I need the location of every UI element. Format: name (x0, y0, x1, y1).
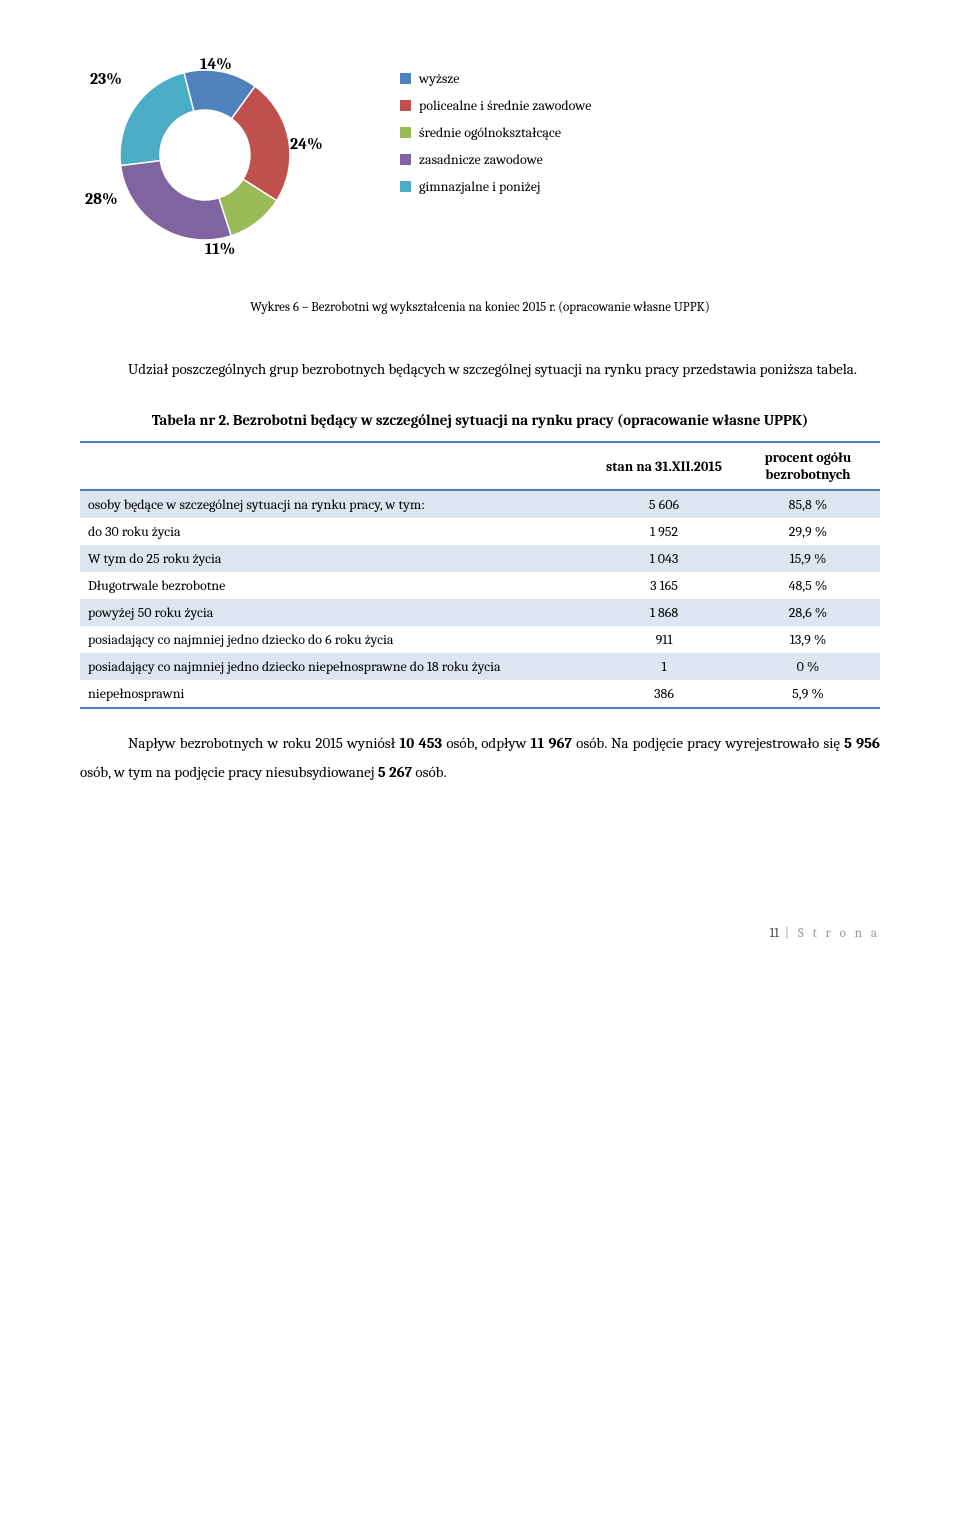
table-cell: 5,9 % (736, 680, 880, 708)
table-row: posiadający co najmniej jedno dziecko ni… (80, 653, 880, 680)
table-row: posiadający co najmniej jedno dziecko do… (80, 626, 880, 653)
legend-label: policealne i średnie zawodowe (419, 97, 591, 114)
table-cell: Długotrwale bezrobotne (80, 572, 592, 599)
table-cell: do 30 roku życia (80, 518, 592, 545)
donut-slice-label: 24% (290, 135, 323, 153)
chart-caption: Wykres 6 – Bezrobotni wg wykształcenia n… (80, 300, 880, 315)
donut-slice (121, 161, 232, 240)
table-cell: 911 (592, 626, 736, 653)
table-cell: 85,8 % (736, 490, 880, 518)
table-cell: W tym do 25 roku życia (80, 545, 592, 572)
table-row: powyżej 50 roku życia1 86828,6 % (80, 599, 880, 626)
data-table: stan na 31.XII.2015procent ogółu bezrobo… (80, 441, 880, 709)
donut-slice (120, 73, 194, 166)
summary-paragraph: Napływ bezrobotnych w roku 2015 wyniósł … (80, 729, 880, 786)
table-header-cell (80, 442, 592, 490)
donut-chart: 14%24%11%28%23% (80, 60, 340, 270)
table-row: W tym do 25 roku życia1 04315,9 % (80, 545, 880, 572)
legend-label: gimnazjalne i poniżej (419, 178, 540, 195)
table-cell: niepełnosprawni (80, 680, 592, 708)
table-row: do 30 roku życia1 95229,9 % (80, 518, 880, 545)
legend-swatch (400, 154, 411, 165)
bold-number: 5 956 (844, 734, 880, 752)
table-cell: 386 (592, 680, 736, 708)
legend-swatch (400, 181, 411, 192)
page-footer: 11 | S t r o n a (80, 926, 880, 941)
chart-area: 14%24%11%28%23% wyższepolicealne i średn… (80, 60, 880, 270)
donut-slice-label: 11% (205, 240, 235, 258)
intro-paragraph: Udział poszczególnych grup bezrobotnych … (80, 355, 880, 384)
legend-item: wyższe (400, 70, 591, 87)
page-number: 11 (770, 926, 779, 941)
table-cell: posiadający co najmniej jedno dziecko do… (80, 626, 592, 653)
legend-item: zasadnicze zawodowe (400, 151, 591, 168)
table-row: osoby będące w szczególnej sytuacji na r… (80, 490, 880, 518)
table-cell: 13,9 % (736, 626, 880, 653)
chart-legend: wyższe policealne i średnie zawodowe średn… (400, 70, 591, 205)
table-header-cell: stan na 31.XII.2015 (592, 442, 736, 490)
legend-item: policealne i średnie zawodowe (400, 97, 591, 114)
legend-label: średnie ogólnokształcące (419, 124, 561, 141)
bold-number: 11 967 (531, 734, 572, 752)
bold-number: 5 267 (378, 763, 412, 781)
table-cell: powyżej 50 roku życia (80, 599, 592, 626)
legend-item: gimnazjalne i poniżej (400, 178, 591, 195)
table-cell: 1 952 (592, 518, 736, 545)
legend-label: zasadnicze zawodowe (419, 151, 543, 168)
table-cell: 15,9 % (736, 545, 880, 572)
bold-number: 10 453 (399, 734, 442, 752)
legend-swatch (400, 100, 411, 111)
legend-swatch (400, 127, 411, 138)
table-cell: posiadający co najmniej jedno dziecko ni… (80, 653, 592, 680)
table-cell: 3 165 (592, 572, 736, 599)
table-cell: 1 868 (592, 599, 736, 626)
table-cell: 28,6 % (736, 599, 880, 626)
table-cell: 1 043 (592, 545, 736, 572)
table-row: niepełnosprawni3865,9 % (80, 680, 880, 708)
table-title: Tabela nr 2. Bezrobotni będący w szczegó… (80, 409, 880, 432)
legend-swatch (400, 73, 411, 84)
legend-label: wyższe (419, 70, 459, 87)
table-cell: 0 % (736, 653, 880, 680)
table-cell: 5 606 (592, 490, 736, 518)
donut-slice-label: 14% (200, 55, 232, 73)
table-row: Długotrwale bezrobotne3 16548,5 % (80, 572, 880, 599)
table-cell: 1 (592, 653, 736, 680)
donut-slice-label: 28% (85, 190, 118, 208)
table-cell: osoby będące w szczególnej sytuacji na r… (80, 490, 592, 518)
donut-slice-label: 23% (90, 70, 122, 88)
table-header-cell: procent ogółu bezrobotnych (736, 442, 880, 490)
footer-label: S t r o n a (798, 926, 880, 941)
legend-item: średnie ogólnokształcące (400, 124, 591, 141)
table-cell: 29,9 % (736, 518, 880, 545)
table-cell: 48,5 % (736, 572, 880, 599)
